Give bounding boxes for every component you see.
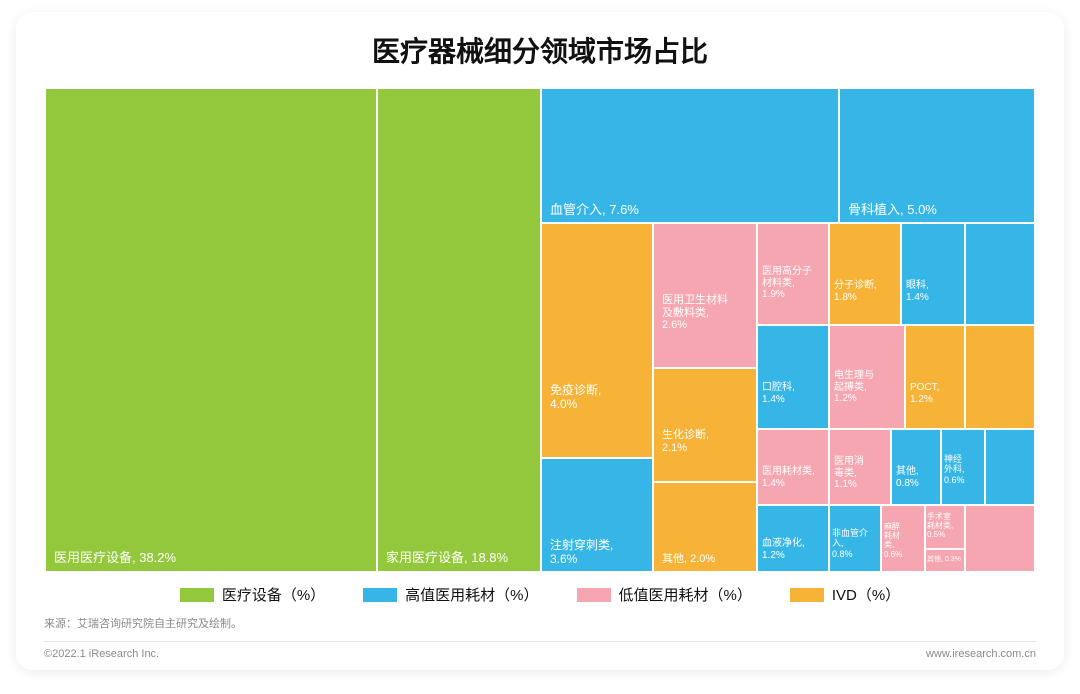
cell-label: 眼科, 1.4% xyxy=(906,280,929,303)
cell-label: 电生理与 起搏类, 1.2% xyxy=(834,370,874,405)
cell-electro: 电生理与 起搏类, 1.2% xyxy=(829,325,905,429)
cell-immuno: 免疫诊断, 4.0% xyxy=(541,223,653,458)
cell-label: 其他, 2.0% xyxy=(662,553,715,566)
legend-label-high-value: 高值医用耗材（%） xyxy=(405,584,538,605)
cell-med-sanit: 医用卫生材料 及敷料类, 2.6% xyxy=(653,223,757,368)
cell-non-vasc: 非血管介 入, 0.8% xyxy=(829,505,881,572)
cell-label: 神经 外科, 0.6% xyxy=(944,454,965,485)
swatch-equipment xyxy=(180,588,214,602)
cell-polymer: 医用高分子 材料类, 1.9% xyxy=(757,223,829,325)
cell-label: 家用医疗设备, 18.8% xyxy=(386,551,508,566)
cell-dental: 口腔科, 1.4% xyxy=(757,325,829,429)
cell-home-equip: 家用医疗设备, 18.8% xyxy=(377,88,541,572)
cell-ortho: 骨科植入, 5.0% xyxy=(839,88,1035,223)
cell-inject: 注射穿刺类, 3.6% xyxy=(541,458,653,572)
cell-label: 口腔科, 1.4% xyxy=(762,382,795,405)
legend-item-ivd: IVD（%） xyxy=(790,584,900,605)
cell-label: 其他, 0.8% xyxy=(896,466,919,489)
legend-label-low-value: 低值医用耗材（%） xyxy=(619,584,752,605)
legend-item-equipment: 医疗设备（%） xyxy=(180,584,325,605)
swatch-low-value xyxy=(577,588,611,602)
swatch-high-value xyxy=(363,588,397,602)
footer: ©2022.1 iResearch Inc. www.iresearch.com… xyxy=(44,641,1036,660)
swatch-ivd xyxy=(790,588,824,602)
cell-vascular: 血管介入, 7.6% xyxy=(541,88,839,223)
cell-label: 医用耗材类, 1.4% xyxy=(762,466,815,489)
cell-other3: 其他, 0.3% xyxy=(925,549,965,572)
cell-label: 注射穿刺类, 3.6% xyxy=(550,539,613,567)
cell-label: 血管介入, 7.6% xyxy=(550,203,639,218)
legend: 医疗设备（%） 高值医用耗材（%） 低值医用耗材（%） IVD（%） xyxy=(44,584,1036,605)
cell-label: 骨科植入, 5.0% xyxy=(848,203,937,218)
cell-other2: 其他, 0.8% xyxy=(891,429,941,505)
cell-label: 医用消 毒类, 1.1% xyxy=(834,456,864,491)
cell-other1: 其他, 2.0% xyxy=(653,482,757,572)
footer-left: ©2022.1 iResearch Inc. xyxy=(44,648,159,660)
cell-med-equip: 医用医疗设备, 38.2% xyxy=(45,88,377,572)
legend-label-equipment: 医疗设备（%） xyxy=(222,584,325,605)
cell-label: 生化诊断, 2.1% xyxy=(662,429,709,454)
legend-item-low-value: 低值医用耗材（%） xyxy=(577,584,752,605)
chart-card: 医疗器械细分领域市场占比 医用医疗设备, 38.2% 家用医疗设备, 18.8% 血… xyxy=(16,12,1064,670)
legend-item-high-value: 高值医用耗材（%） xyxy=(363,584,538,605)
cell-label: 分子诊断, 1.8% xyxy=(834,280,877,303)
cell-label: 医用高分子 材料类, 1.9% xyxy=(762,266,812,301)
chart-title: 医疗器械细分领域市场占比 xyxy=(44,30,1036,70)
cell-neuro: 神经 外科, 0.6% xyxy=(941,429,985,505)
cell-label: 其他, 0.3% xyxy=(927,556,961,564)
cell-right-bar1 xyxy=(965,223,1035,325)
cell-surg: 手术室 耗材类, 0.5% xyxy=(925,505,965,549)
cell-ophth: 眼科, 1.4% xyxy=(901,223,965,325)
cell-label: 医用卫生材料 及敷料类, 2.6% xyxy=(662,294,728,332)
footer-right: www.iresearch.com.cn xyxy=(926,648,1036,660)
cell-label: POCT, 1.2% xyxy=(910,382,939,405)
cell-anesth: 麻醉 耗材 类, 0.6% xyxy=(881,505,925,572)
treemap: 医用医疗设备, 38.2% 家用医疗设备, 18.8% 血管介入, 7.6% 骨科植入… xyxy=(45,88,1035,572)
cell-label: 免疫诊断, 4.0% xyxy=(550,384,601,412)
cell-right-bar2 xyxy=(965,325,1035,429)
cell-right-bar4 xyxy=(965,505,1035,572)
cell-label: 血液净化, 1.2% xyxy=(762,538,805,561)
legend-label-ivd: IVD（%） xyxy=(832,584,900,605)
cell-label: 非血管介 入, 0.8% xyxy=(832,528,868,559)
cell-right-bar3 xyxy=(985,429,1035,505)
cell-biochem: 生化诊断, 2.1% xyxy=(653,368,757,482)
cell-label: 麻醉 耗材 类, 0.6% xyxy=(884,522,902,559)
cell-blood-clean: 血液净化, 1.2% xyxy=(757,505,829,572)
source-line: 来源：艾瑞咨询研究院自主研究及绘制。 xyxy=(44,615,1036,631)
cell-molecular: 分子诊断, 1.8% xyxy=(829,223,901,325)
cell-label: 医用医疗设备, 38.2% xyxy=(54,551,176,566)
cell-disinfect: 医用消 毒类, 1.1% xyxy=(829,429,891,505)
cell-label: 手术室 耗材类, 0.5% xyxy=(927,512,953,540)
cell-med-consum: 医用耗材类, 1.4% xyxy=(757,429,829,505)
cell-poct: POCT, 1.2% xyxy=(905,325,965,429)
